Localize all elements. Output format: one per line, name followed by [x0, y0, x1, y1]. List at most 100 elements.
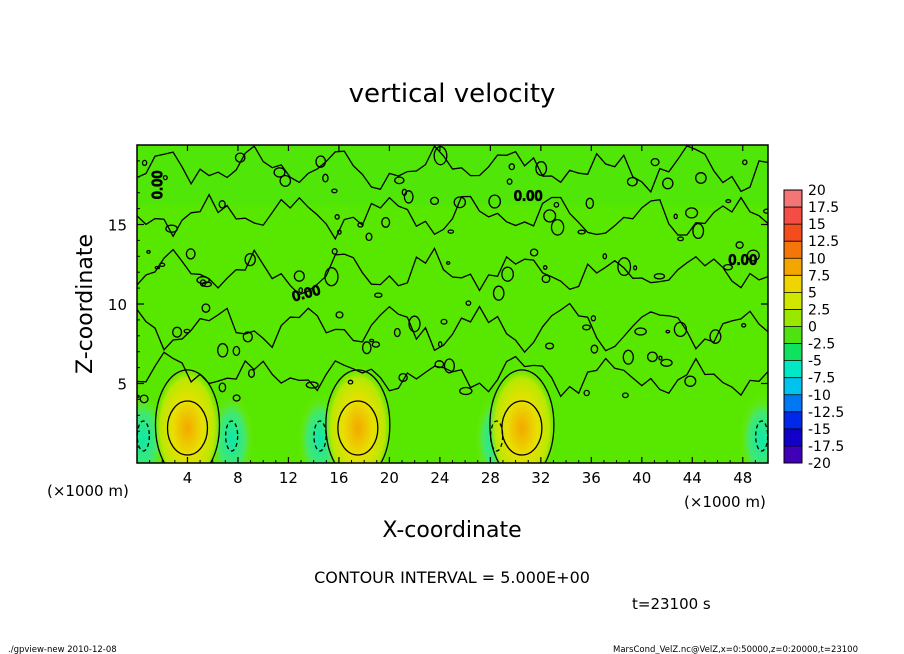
contour-line — [447, 229, 455, 234]
contour-line — [582, 324, 591, 331]
x-tick-label: 8 — [233, 469, 243, 487]
colorbar-segment — [784, 224, 802, 242]
contour-line — [553, 201, 560, 208]
colorbar-label: 7.5 — [808, 268, 830, 284]
colorbar-label: 12.5 — [808, 234, 839, 250]
x-tick-label: 4 — [183, 469, 193, 487]
x-tick-label: 28 — [481, 469, 500, 487]
contour-line — [673, 213, 678, 220]
contour-line — [632, 265, 638, 271]
x-tick-label: 44 — [683, 469, 702, 487]
contour-line — [443, 358, 455, 374]
y-tick-label: 15 — [108, 217, 127, 235]
contour-line — [393, 327, 401, 338]
contour-line — [336, 229, 342, 235]
contour-line — [621, 392, 629, 399]
colorbar-segment — [784, 190, 802, 208]
contour-line — [279, 174, 292, 187]
contour-line — [137, 302, 768, 354]
colorbar-label: -20 — [808, 456, 831, 472]
x-unit-label-left: (×1000 m) — [47, 482, 129, 500]
colorbar-label: 17.5 — [808, 200, 839, 216]
contour-line — [403, 190, 414, 204]
x-tick-label: 12 — [279, 469, 298, 487]
y-axis-label: Z-coordinate — [73, 234, 98, 374]
colorbar-segment — [784, 309, 802, 327]
colorbar-label: -12.5 — [808, 405, 844, 421]
contour-line — [162, 174, 168, 181]
contour-line — [139, 394, 149, 404]
colorbar-label: 5 — [808, 285, 817, 301]
contour-line — [293, 270, 305, 282]
contour-line — [658, 355, 663, 361]
contour-line — [742, 159, 748, 166]
contour-line — [137, 246, 768, 296]
contour-line — [577, 229, 586, 235]
contour-line — [550, 218, 565, 236]
colorbar-segment — [784, 207, 802, 225]
contour-value-label: 0.00 — [728, 253, 757, 268]
contour-line — [137, 193, 768, 241]
updraft-core — [487, 366, 556, 463]
colorbar-label: 2.5 — [808, 302, 830, 318]
contour-line — [334, 214, 340, 220]
contour-line — [242, 331, 253, 343]
contour-line — [315, 155, 327, 168]
y-tick-label: 10 — [108, 296, 127, 314]
contour-line — [232, 394, 241, 402]
contour-line — [685, 207, 699, 219]
contour-line — [361, 341, 372, 355]
contour-line-negative — [490, 420, 504, 452]
colorbar-segment — [784, 360, 802, 378]
updraft-core — [153, 366, 222, 463]
contour-line — [154, 369, 221, 463]
contour-line — [434, 360, 445, 369]
contour-line — [506, 178, 513, 185]
contour-line — [723, 263, 733, 271]
contour-line — [673, 321, 688, 338]
contour-line — [322, 173, 329, 183]
contour-line — [626, 176, 638, 187]
contour-line — [709, 329, 722, 344]
contour-line — [488, 194, 502, 209]
x-tick-label: 48 — [733, 469, 752, 487]
x-tick-label: 36 — [582, 469, 601, 487]
contour-line — [746, 249, 760, 262]
contour-value-label: 0.00 — [514, 190, 543, 205]
colorbar-segment — [784, 394, 802, 412]
colorbar-segment — [784, 445, 802, 463]
contour-line-negative — [224, 420, 239, 452]
colorbar-segment — [784, 428, 802, 446]
contour-line — [201, 281, 213, 288]
time-label: t=23100 s — [632, 595, 711, 613]
contour-line — [331, 248, 338, 255]
contour-line-negative — [313, 420, 327, 452]
downdraft-region — [739, 394, 768, 463]
contour-line — [677, 236, 685, 242]
contour-line — [232, 345, 241, 357]
colorbar-label: 15 — [808, 217, 826, 233]
contour-line — [437, 341, 443, 348]
contour-line — [543, 209, 557, 223]
contour-line — [590, 315, 597, 322]
plot-area: 0.000.000.000.00 — [137, 145, 768, 463]
colorbar-label: 20 — [808, 183, 826, 199]
contour-line — [324, 267, 339, 287]
contour-line — [429, 196, 440, 206]
contour-line — [695, 172, 707, 184]
contour-line — [489, 369, 555, 463]
colorbar-label: -5 — [808, 354, 822, 370]
contour-line — [298, 287, 304, 294]
x-tick-label: 24 — [430, 469, 449, 487]
contour-line — [622, 349, 634, 365]
contour-line — [218, 382, 227, 393]
colorbar-label: 0 — [808, 320, 817, 336]
colorbar-segment — [784, 343, 802, 361]
contour-line — [365, 232, 373, 242]
contour-line — [665, 329, 671, 334]
contour-line — [529, 248, 539, 257]
contour-line — [634, 327, 647, 336]
contour-line — [492, 285, 505, 301]
contour-line — [453, 196, 467, 209]
